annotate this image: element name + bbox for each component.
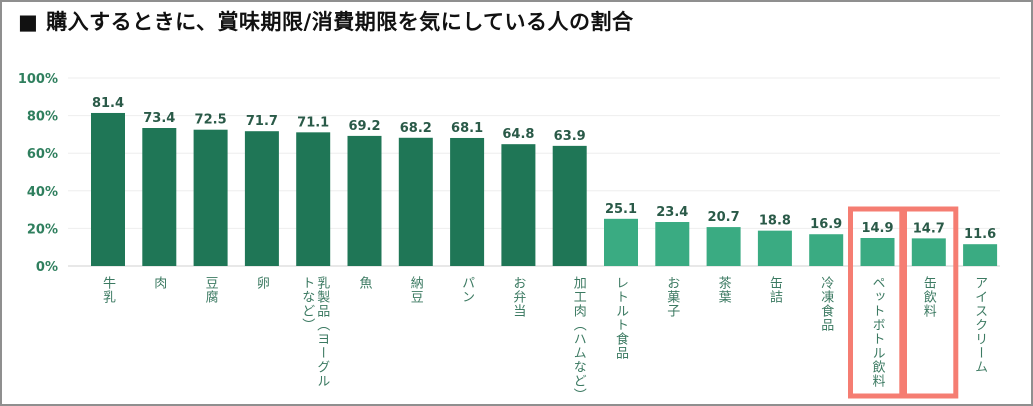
bar — [552, 145, 587, 266]
bar — [706, 227, 741, 266]
data-label: 71.1 — [297, 115, 329, 130]
bar — [142, 128, 177, 266]
bar — [860, 237, 895, 266]
x-tick-label: アイスクリーム — [972, 276, 988, 374]
bar — [911, 238, 946, 266]
bar — [655, 222, 690, 266]
x-tick-label: レトルト食品 — [613, 276, 628, 360]
bar — [244, 131, 279, 266]
data-label: 64.8 — [502, 127, 534, 142]
data-label: 14.9 — [861, 221, 893, 236]
x-tick-label: 茶葉 — [715, 276, 731, 304]
x-tick-label: 乳製品（ヨーグルトなど） — [299, 276, 330, 388]
x-tick-label: お弁当 — [510, 276, 526, 318]
data-label: 69.2 — [348, 119, 380, 134]
data-label: 18.8 — [759, 214, 791, 229]
bar — [91, 112, 125, 266]
data-label: 68.2 — [400, 121, 432, 136]
bar — [604, 218, 638, 266]
data-label: 68.1 — [451, 121, 483, 136]
data-label: 63.9 — [554, 129, 586, 144]
bar — [809, 234, 844, 266]
y-tick-label: 100% — [18, 72, 58, 87]
data-label: 11.6 — [964, 227, 996, 242]
x-tick-label: 卵 — [253, 276, 269, 290]
x-tick-label: 豆腐 — [202, 276, 218, 304]
y-tick-label: 40% — [27, 185, 58, 200]
bar — [450, 137, 485, 266]
y-tick-label: 80% — [27, 110, 58, 125]
data-label: 20.7 — [708, 210, 740, 225]
data-label: 72.5 — [195, 113, 227, 128]
data-label: 71.7 — [246, 114, 278, 129]
data-label: 14.7 — [913, 221, 945, 236]
x-tick-label: 冷凍食品 — [818, 276, 834, 332]
bar — [501, 144, 536, 266]
x-tick-label: 缶詰 — [766, 276, 782, 304]
y-tick-label: 60% — [27, 147, 58, 162]
y-tick-label: 20% — [27, 222, 58, 237]
highlight-box — [848, 206, 907, 399]
bar — [296, 132, 331, 266]
highlight-box — [899, 206, 959, 399]
data-label: 81.4 — [92, 96, 124, 111]
x-tick-label: 肉 — [151, 276, 167, 290]
x-tick-label: 缶飲料 — [920, 276, 936, 318]
x-tick-label: パン — [459, 276, 475, 304]
bar — [757, 230, 792, 266]
data-label: 73.4 — [143, 111, 175, 126]
y-tick-label: 0% — [36, 260, 58, 275]
x-tick-label: ペットボトル飲料 — [869, 276, 885, 388]
x-tick-label: 魚 — [356, 276, 372, 290]
data-label: 25.1 — [605, 202, 637, 217]
x-tick-label: 加工肉（ハムなど） — [570, 276, 586, 402]
bar — [347, 135, 382, 266]
bar — [193, 129, 228, 266]
data-label: 23.4 — [656, 205, 688, 220]
chart-title: ■ 購入するときに、賞味期限/消費期限を気にしている人の割合 — [18, 10, 634, 34]
x-tick-label: 牛乳 — [100, 276, 115, 304]
data-label: 16.9 — [810, 217, 842, 232]
bar — [963, 244, 998, 266]
bar — [398, 137, 433, 266]
x-tick-label: お菓子 — [664, 276, 680, 318]
x-tick-label: 納豆 — [407, 276, 423, 304]
